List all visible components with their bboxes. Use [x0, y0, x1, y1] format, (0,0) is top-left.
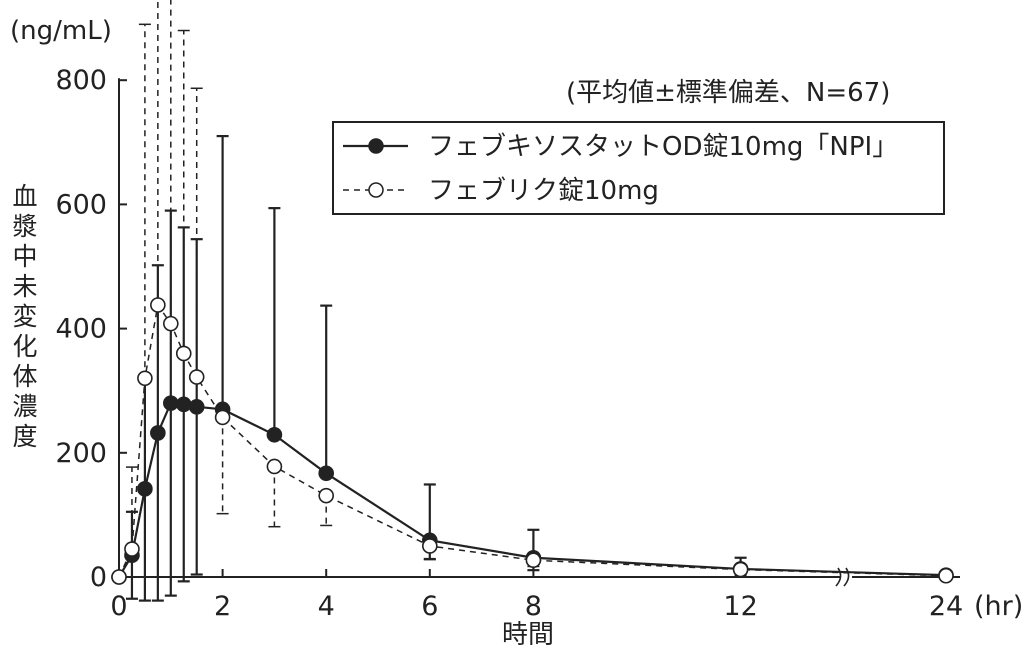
data-point-series-2 — [150, 297, 166, 313]
legend-box — [332, 121, 945, 215]
x-tick-label: 6 — [421, 591, 438, 622]
data-point-series-1 — [137, 481, 153, 497]
data-point-series-2 — [124, 541, 140, 557]
data-point-series-2 — [111, 569, 127, 585]
data-point-series-2 — [318, 487, 335, 504]
x-tick-label: 8 — [525, 591, 542, 622]
legend: フェブキソスタットOD錠10mg「NPI」 フェブリク錠10mg — [332, 121, 945, 215]
y-tick-label: 800 — [55, 65, 107, 96]
series-lines — [118, 303, 947, 578]
data-point-series-2 — [732, 561, 749, 578]
data-point-series-2 — [525, 552, 542, 569]
legend-label-series-2: フェブリク錠10mg — [428, 176, 659, 206]
series-line-2 — [118, 303, 947, 578]
y-tick-label: 200 — [55, 438, 107, 469]
data-point-series-1 — [266, 426, 283, 443]
x-tick-label: 2 — [214, 591, 231, 622]
axis-break-mark-right — [843, 567, 850, 587]
x-tick-label: 4 — [318, 591, 335, 622]
x-tick-label: 24 — [929, 591, 963, 622]
y-axis-unit: (ng/mL) — [10, 16, 112, 46]
data-point-series-2 — [137, 370, 153, 387]
data-point-series-1 — [318, 465, 335, 482]
y-tick-label: 0 — [90, 562, 107, 593]
series-line-1 — [118, 401, 947, 578]
data-point-series-2 — [938, 567, 954, 584]
stats-note: (平均値±標準偏差、N=67) — [566, 78, 891, 108]
data-point-series-2 — [175, 345, 192, 362]
data-point-series-2 — [188, 369, 205, 385]
legend-label-series-1: フェブキソスタットOD錠10mg「NPI」 — [428, 132, 898, 162]
x-tick-label: 12 — [723, 591, 757, 622]
legend-marker-series-1 — [368, 138, 384, 154]
data-point-series-1 — [163, 395, 179, 411]
series-markers — [111, 297, 954, 585]
data-point-series-1 — [175, 396, 192, 413]
x-axis-label: 時間 — [502, 620, 555, 650]
data-point-series-1 — [150, 425, 166, 441]
x-axis-unit: (hr) — [974, 591, 1023, 622]
y-axis-label: 血漿中未変化体濃度 — [12, 182, 38, 451]
x-tick-label: 0 — [110, 591, 127, 622]
y-tick-label: 400 — [55, 314, 107, 345]
data-point-series-2 — [421, 538, 438, 554]
data-point-series-2 — [163, 315, 179, 332]
data-point-series-1 — [188, 399, 205, 415]
y-tick-label: 600 — [55, 189, 107, 220]
data-point-series-2 — [214, 409, 231, 426]
data-point-series-2 — [266, 458, 283, 475]
axis-break-mark-left — [835, 567, 842, 587]
legend-marker-series-2 — [368, 182, 384, 198]
